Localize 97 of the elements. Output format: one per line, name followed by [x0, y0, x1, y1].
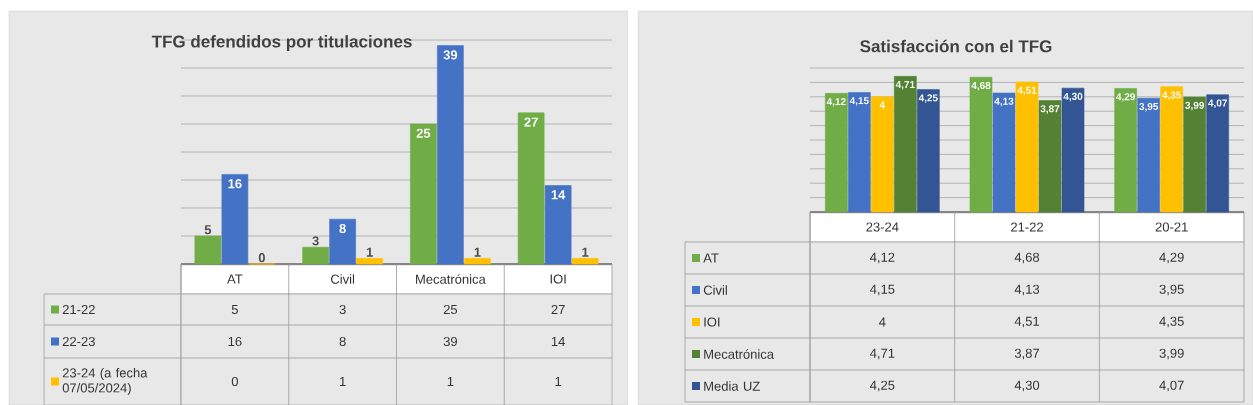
text: 4,13 [994, 97, 1014, 107]
bar [1114, 88, 1137, 213]
x-tick-label: 21-22 [1011, 222, 1043, 232]
data-label: 4,13 [1014, 284, 1040, 296]
bar [1137, 97, 1160, 213]
x-tick-label: 20-21 [1155, 222, 1188, 232]
data-label: 3,99 [1159, 348, 1184, 360]
bar [1061, 87, 1085, 213]
text: 4,51 [1017, 86, 1037, 96]
data-label: 4,71 [869, 348, 895, 360]
legend-label: Mecatrónica [704, 349, 775, 359]
text: 3 [312, 236, 319, 246]
bar [302, 246, 329, 265]
text: 27 [524, 117, 538, 127]
text: 3,99 [1185, 101, 1205, 111]
x-tick-label: 23-24 [866, 222, 899, 232]
data-label: 1 [340, 377, 346, 386]
data-label: 3,95 [1159, 284, 1184, 296]
x-tick-label: IOI [550, 274, 566, 284]
data-label: 14 [551, 337, 565, 346]
text: 16 [228, 179, 242, 189]
text: 0 [258, 253, 265, 263]
text: 4,71 [895, 81, 915, 90]
legend-label: 21-22 [62, 304, 95, 315]
data-label: 1 [555, 377, 562, 386]
bar [571, 258, 599, 265]
text: 14 [551, 190, 566, 200]
text: 25 [416, 128, 431, 138]
data-label: 25 [443, 304, 458, 315]
text: 4,15 [849, 97, 869, 106]
bar [1160, 86, 1183, 213]
bar [825, 93, 848, 213]
chart-title: TFG defendidos por titulaciones [151, 35, 412, 51]
data-label: 4,07 [1159, 380, 1184, 392]
text: 1 [474, 247, 481, 257]
data-label: 5 [231, 304, 238, 315]
text: 4,29 [1116, 93, 1136, 102]
bar [871, 96, 894, 213]
text: 3,95 [1139, 102, 1159, 112]
bar [517, 112, 545, 265]
bar [437, 45, 464, 265]
bar [1015, 81, 1039, 213]
legend-label: Civil [703, 285, 727, 295]
text: 4,35 [1162, 91, 1182, 100]
data-label: 4,51 [1014, 316, 1040, 328]
text: 39 [443, 50, 458, 60]
text: 4,25 [918, 94, 938, 103]
text: 4,68 [971, 81, 991, 91]
bar [194, 235, 222, 265]
text: 4,12 [826, 98, 846, 107]
text: 4,30 [1063, 92, 1083, 102]
bar [1038, 100, 1062, 213]
bar [1183, 96, 1206, 213]
text: 4 [879, 101, 886, 109]
data-label: 16 [228, 336, 242, 347]
legend-label: 22-23 [62, 336, 95, 347]
data-label: 3 [339, 304, 346, 315]
data-label: 8 [339, 336, 346, 347]
bar [992, 92, 1016, 213]
x-tick-label: Civil [331, 274, 355, 284]
bar [848, 92, 871, 213]
legend-label: 23-24 (a fecha 07/05/2024) [62, 367, 148, 396]
data-label: 0 [231, 376, 238, 387]
bar [894, 76, 917, 213]
bar [917, 89, 940, 213]
legend-label: AT [703, 253, 719, 263]
data-label: 4,25 [869, 380, 895, 392]
data-label: 4,15 [869, 284, 895, 296]
bar [221, 174, 249, 265]
x-tick-label: AT [227, 274, 243, 284]
data-label: 39 [443, 336, 457, 347]
data-label: 4,30 [1014, 380, 1040, 392]
data-label: 1 [447, 377, 454, 386]
text: 1 [582, 247, 589, 257]
bar [1206, 94, 1229, 213]
bar [329, 218, 356, 265]
text: 1 [366, 247, 373, 257]
bar [410, 123, 437, 265]
text: 8 [339, 223, 346, 234]
x-tick-label: Mecatrónica [416, 274, 486, 284]
data-label: 4,68 [1014, 252, 1040, 264]
bar [356, 258, 383, 265]
data-label: 3,87 [1014, 348, 1039, 360]
data-label: 4,35 [1159, 316, 1184, 328]
chart-title: Satisfacción con el TFG [860, 39, 1052, 53]
data-label: 4 [879, 317, 886, 327]
bar [544, 185, 572, 265]
text: 5 [204, 225, 212, 235]
bar [464, 258, 491, 265]
legend-label: IOI [704, 317, 720, 327]
data-label: 4,12 [869, 252, 895, 264]
text: 3,87 [1040, 105, 1060, 114]
bar [969, 76, 993, 213]
data-label: 27 [551, 304, 565, 315]
legend-label: Media UZ [704, 381, 760, 391]
data-label: 4,29 [1159, 252, 1184, 264]
text: 4,07 [1208, 99, 1227, 109]
